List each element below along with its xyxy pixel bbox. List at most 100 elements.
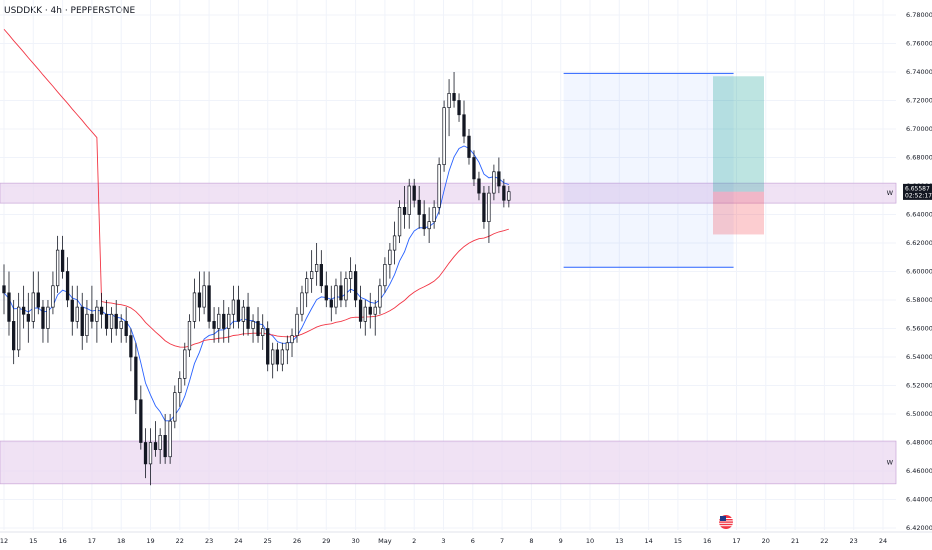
time-tick-label: 6 bbox=[471, 537, 475, 545]
candle bbox=[207, 271, 211, 329]
candle bbox=[295, 307, 299, 343]
time-tick-label: 26 bbox=[293, 537, 301, 545]
candle bbox=[60, 235, 65, 279]
candle bbox=[422, 200, 426, 236]
candle bbox=[158, 428, 162, 464]
price-tick-label: 6.44000 bbox=[906, 496, 932, 504]
price-axis[interactable]: 6.78000 6.76000 6.74000 6.72000 6.70000 6.680… bbox=[903, 11, 932, 532]
candle bbox=[344, 271, 348, 308]
candle bbox=[7, 271, 11, 336]
candle bbox=[407, 178, 411, 229]
candle bbox=[412, 178, 416, 208]
candle bbox=[482, 186, 486, 229]
candle bbox=[168, 414, 172, 464]
candle bbox=[109, 307, 114, 343]
candle bbox=[153, 421, 158, 457]
candle bbox=[502, 178, 506, 208]
candle bbox=[487, 186, 491, 243]
time-tick-label: 18 bbox=[117, 537, 125, 545]
candle bbox=[397, 200, 402, 243]
candle bbox=[163, 414, 167, 464]
candle bbox=[427, 207, 431, 243]
candle bbox=[271, 342, 275, 379]
candle bbox=[305, 271, 309, 308]
chart-title: USDDKK · 4h · PEPPERSTONE bbox=[4, 6, 136, 16]
time-tick-label: 17 bbox=[732, 537, 740, 545]
supply-demand-zone[interactable] bbox=[0, 182, 897, 204]
range-rectangle[interactable] bbox=[563, 72, 734, 268]
candle bbox=[266, 321, 270, 372]
time-tick-label: 23 bbox=[850, 537, 858, 545]
candle bbox=[95, 300, 99, 343]
time-tick-label: 12 bbox=[0, 537, 8, 545]
candle bbox=[300, 285, 304, 322]
candle bbox=[51, 271, 55, 315]
candle bbox=[80, 292, 84, 350]
price-tick-label: 6.42000 bbox=[906, 524, 932, 532]
candle bbox=[236, 285, 241, 329]
candle bbox=[334, 278, 338, 315]
candle bbox=[55, 235, 60, 293]
candle bbox=[280, 342, 284, 372]
time-tick-label: 10 bbox=[586, 537, 594, 545]
us-flag-icon bbox=[719, 515, 733, 529]
supply-demand-zone[interactable] bbox=[0, 440, 897, 485]
price-tick-label: 6.68000 bbox=[906, 154, 932, 162]
zone-label: W bbox=[887, 189, 894, 197]
candle bbox=[402, 186, 407, 229]
candle bbox=[261, 314, 265, 350]
candle bbox=[124, 307, 128, 343]
candle bbox=[41, 300, 45, 343]
candle bbox=[17, 292, 21, 357]
price-tick-label: 6.48000 bbox=[906, 439, 932, 447]
price-tick-label: 6.52000 bbox=[906, 382, 932, 390]
candle bbox=[246, 292, 250, 336]
zone-label: W bbox=[887, 458, 894, 466]
candle bbox=[353, 264, 358, 308]
candle bbox=[462, 100, 466, 144]
stop-zone[interactable] bbox=[713, 191, 764, 235]
candle bbox=[358, 285, 363, 329]
time-tick-label: 15 bbox=[29, 537, 37, 545]
candle bbox=[119, 314, 123, 343]
range-box[interactable] bbox=[563, 73, 734, 268]
time-tick-label: 22 bbox=[176, 537, 184, 545]
candle bbox=[383, 257, 387, 293]
time-tick-label: 29 bbox=[322, 537, 330, 545]
candle bbox=[183, 342, 187, 386]
moving-averages bbox=[3, 28, 509, 422]
grid bbox=[0, 0, 896, 530]
candle bbox=[231, 285, 236, 329]
candle bbox=[447, 79, 451, 137]
candle bbox=[310, 250, 314, 293]
price-tick-label: 6.62000 bbox=[906, 239, 932, 247]
candle bbox=[314, 243, 319, 286]
time-tick-label: 17 bbox=[88, 537, 96, 545]
candle bbox=[368, 292, 372, 329]
candle bbox=[148, 428, 153, 486]
candle bbox=[21, 285, 26, 329]
price-tick-label: 6.60000 bbox=[906, 268, 932, 276]
candle bbox=[36, 271, 40, 315]
candle bbox=[65, 257, 70, 308]
candle bbox=[457, 93, 461, 122]
candle bbox=[339, 271, 343, 308]
time-tick-label: 24 bbox=[879, 537, 887, 545]
candle bbox=[173, 385, 177, 429]
time-axis[interactable]: 12 15 16 17 18 19 22 23 24 25 26 29 30 May 2 3 6 7 8 9 10 13 1… bbox=[0, 531, 932, 545]
ema-slow-line bbox=[3, 28, 509, 348]
price-tick-label: 6.56000 bbox=[906, 325, 932, 333]
candle bbox=[134, 342, 138, 414]
candle bbox=[437, 157, 441, 215]
price-tick-label: 6.58000 bbox=[906, 296, 932, 304]
time-tick-label: 16 bbox=[703, 537, 711, 545]
long-position-tool[interactable] bbox=[713, 76, 764, 235]
candle bbox=[143, 428, 148, 479]
candle bbox=[187, 314, 192, 357]
time-tick-label: 8 bbox=[529, 537, 533, 545]
time-tick-label: 23 bbox=[205, 537, 213, 545]
candle bbox=[2, 264, 6, 315]
target-zone[interactable] bbox=[713, 76, 764, 192]
time-tick-label: 15 bbox=[674, 537, 682, 545]
